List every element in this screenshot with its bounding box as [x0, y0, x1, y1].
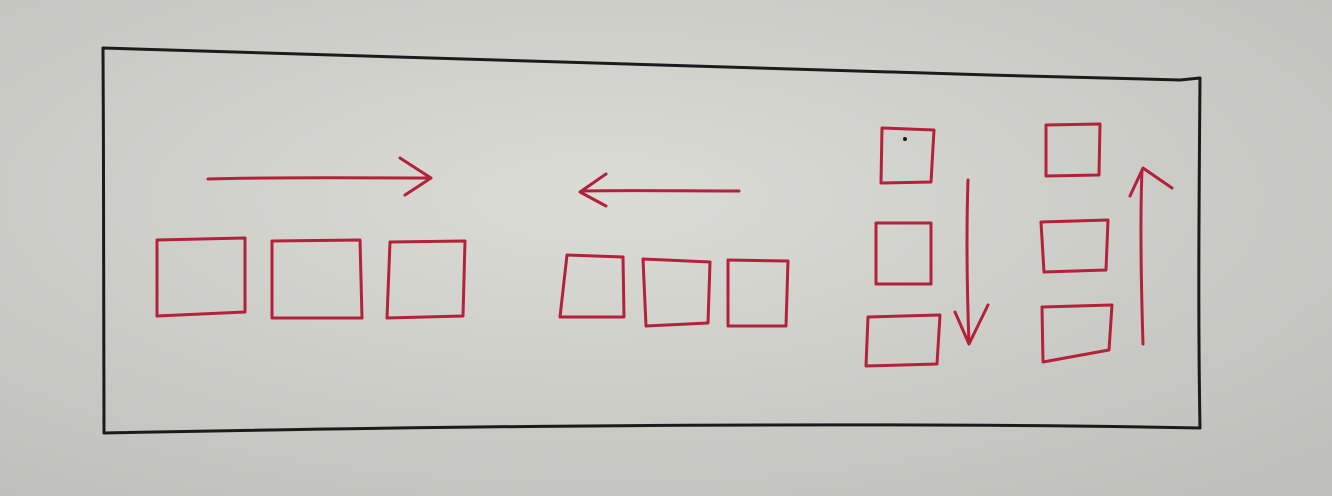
box-col1-1	[879, 126, 936, 185]
arrow-down	[953, 178, 990, 346]
group-row-right-to-left	[558, 172, 790, 328]
box-col2-1	[1044, 122, 1102, 178]
box-col2-3	[1040, 303, 1114, 364]
box-row2-1	[558, 253, 626, 319]
box-col1-2	[874, 221, 933, 286]
group-column-top-to-bottom	[864, 126, 990, 368]
box-row1-1	[155, 236, 247, 318]
arrow-right	[206, 156, 433, 197]
box-row2-3	[726, 258, 790, 328]
box-col2-2	[1039, 218, 1110, 274]
box-row1-3	[385, 239, 467, 320]
outer-frame	[101, 46, 1202, 435]
box-row2-2	[641, 257, 712, 328]
dot-mark	[903, 137, 907, 141]
box-col1-3	[864, 313, 942, 368]
arrow-up	[1128, 166, 1174, 346]
group-column-bottom-to-top	[1039, 122, 1174, 364]
box-row1-2	[270, 238, 364, 320]
arrow-left	[578, 172, 741, 208]
group-row-left-to-right	[155, 156, 467, 320]
